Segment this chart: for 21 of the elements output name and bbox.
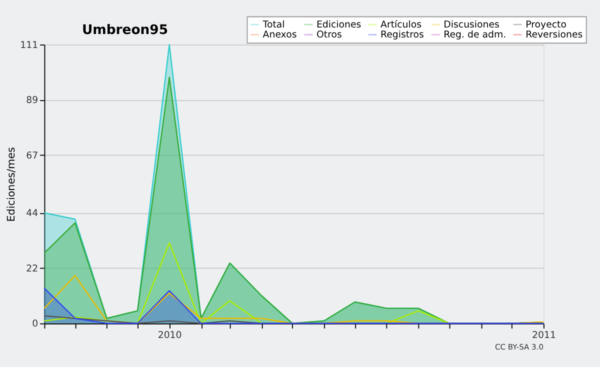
y-tick-label: 0 (32, 318, 38, 330)
x-tick-label: 2010 (158, 330, 182, 341)
legend-label: Otros (316, 30, 342, 41)
y-tick-label: 22 (26, 263, 38, 274)
legend-label: Discusiones (444, 19, 500, 30)
legend-label: Proyecto (526, 19, 567, 30)
legend-label: Artículos (380, 19, 422, 30)
legend-label: Anexos (262, 30, 297, 41)
legend-label: Total (262, 19, 285, 30)
legend-label: Ediciones (316, 19, 362, 30)
text: CC BY-SA 3.0 (495, 342, 544, 352)
y-tick-label: 111 (20, 40, 38, 51)
legend-label: Reversiones (526, 30, 583, 41)
chart-title: Umbreon95 (82, 23, 168, 38)
x-tick-label: 2011 (532, 330, 556, 341)
legend-label: Registros (380, 30, 424, 41)
legend-label: Reg. de adm. (444, 30, 506, 41)
y-axis-title: Ediciones/mes (6, 147, 18, 222)
y-tick-label: 89 (26, 95, 38, 106)
y-tick-label: 67 (26, 150, 38, 162)
y-tick-label: 44 (26, 208, 38, 220)
